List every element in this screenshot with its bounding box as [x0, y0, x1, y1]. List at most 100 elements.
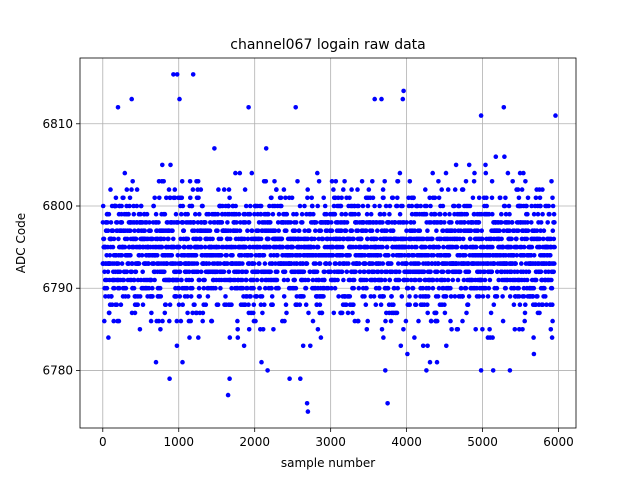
data-point: [108, 187, 113, 192]
data-point: [317, 261, 323, 266]
data-point: [436, 285, 442, 291]
data-point: [188, 195, 193, 201]
data-point: [382, 179, 388, 184]
data-point: [394, 310, 400, 316]
data-point: [131, 277, 137, 283]
data-point: [514, 236, 519, 242]
data-point: [506, 203, 512, 209]
data-point: [466, 269, 472, 275]
data-point: [514, 253, 520, 258]
data-point: [421, 236, 426, 242]
data-point: [262, 302, 267, 308]
data-point: [215, 302, 221, 308]
data-point: [356, 211, 361, 217]
data-point: [203, 220, 208, 225]
data-point: [132, 310, 138, 316]
data-point: [472, 170, 477, 176]
data-point: [379, 327, 385, 332]
data-point: [177, 96, 182, 102]
data-point: [418, 277, 423, 283]
data-point: [346, 261, 351, 266]
data-point: [423, 211, 429, 217]
data-point: [404, 228, 409, 233]
data-point: [340, 244, 345, 250]
x-tick-label: 4000: [391, 435, 422, 449]
data-point: [549, 285, 555, 291]
data-point: [175, 220, 181, 225]
data-point: [133, 236, 139, 242]
data-point: [278, 195, 284, 201]
data-point: [116, 261, 121, 266]
data-point: [503, 285, 509, 291]
data-point: [155, 253, 160, 258]
data-point: [476, 220, 482, 225]
x-tick-label: 2000: [239, 435, 270, 449]
data-point: [499, 220, 504, 225]
data-point: [501, 228, 507, 233]
data-point: [487, 277, 493, 283]
data-point: [146, 261, 151, 266]
data-point: [352, 211, 358, 217]
data-point: [420, 285, 426, 291]
data-point: [503, 211, 509, 217]
data-point: [478, 113, 484, 118]
data-point: [537, 310, 542, 316]
data-point: [234, 220, 239, 225]
data-point: [161, 236, 167, 242]
data-point: [453, 162, 459, 168]
data-point: [156, 318, 162, 324]
data-point: [162, 211, 168, 217]
data-point: [430, 277, 436, 283]
data-point: [463, 285, 469, 291]
data-point: [540, 302, 545, 308]
data-point: [529, 220, 534, 225]
data-point: [227, 376, 232, 382]
data-point: [513, 261, 518, 266]
x-tick-label: 6000: [543, 435, 574, 449]
data-point: [397, 170, 403, 176]
data-point: [201, 285, 207, 291]
data-point: [515, 269, 520, 275]
data-point: [181, 228, 187, 233]
data-point: [442, 302, 447, 308]
data-point: [410, 285, 416, 291]
data-point: [267, 244, 273, 250]
data-point: [413, 277, 418, 283]
data-point: [227, 236, 233, 242]
data-point: [492, 261, 497, 266]
data-point: [131, 285, 137, 291]
data-point: [200, 318, 205, 324]
data-point: [530, 294, 536, 299]
data-point: [525, 220, 530, 225]
data-point: [158, 327, 163, 332]
data-point: [452, 187, 458, 192]
data-point: [516, 294, 522, 299]
data-point: [349, 228, 355, 233]
data-point: [446, 269, 452, 275]
data-point: [202, 277, 207, 283]
data-point: [225, 261, 230, 266]
data-point: [329, 228, 335, 233]
data-point: [132, 228, 137, 233]
data-point: [519, 187, 525, 192]
data-point: [449, 220, 454, 225]
data-point: [259, 294, 265, 299]
data-point: [227, 335, 233, 340]
data-point: [531, 253, 537, 258]
data-point: [310, 318, 316, 324]
data-point: [125, 294, 131, 299]
data-point: [378, 302, 384, 308]
data-point: [303, 285, 309, 291]
data-point: [448, 285, 453, 291]
data-point: [448, 294, 454, 299]
data-point: [475, 228, 481, 233]
data-point: [531, 211, 537, 217]
data-point: [188, 318, 193, 324]
data-point: [362, 294, 367, 299]
data-point: [295, 179, 300, 184]
data-point: [108, 220, 114, 225]
data-point: [188, 244, 194, 250]
data-point: [293, 105, 299, 110]
data-point: [343, 228, 349, 233]
data-point: [467, 203, 473, 209]
